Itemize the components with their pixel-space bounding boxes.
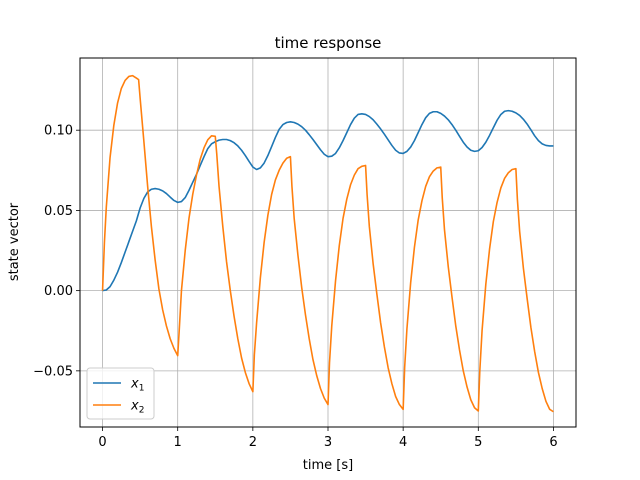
grid-layer [80,58,576,427]
series-line-x1 [102,109,554,292]
x-tick-label: 3 [324,435,332,450]
y-axis-label: state vector [7,202,22,281]
series-layer [101,74,554,413]
series-line-x2 [101,74,554,413]
legend-label-subscript: 2 [139,406,145,416]
legend-label-main: x [130,377,139,392]
chart-title: time response [275,34,382,52]
x-tick-label: 4 [399,435,407,450]
x-tick-label: 6 [549,435,557,450]
x-axis-label: time [s] [303,458,353,473]
y-tick-label: 0.10 [44,124,73,139]
x-tick-label: 0 [98,435,106,450]
legend-label-main: x [130,399,139,414]
y-axis: −0.05 0.00 0.05 0.10 [33,124,80,379]
legend-box [86,367,155,420]
y-tick-label: 0.05 [44,204,73,219]
x-tick-label: 2 [249,435,257,450]
y-tick-label: −0.05 [33,364,73,379]
x-tick-label: 1 [174,435,182,450]
x-axis: 0 1 2 3 4 5 6 [98,427,558,450]
x-tick-label: 5 [474,435,482,450]
legend-label-subscript: 1 [139,384,145,394]
legend-label: x1 [130,377,144,394]
y-tick-label: 0.00 [44,284,73,299]
legend-label: x2 [130,399,144,416]
